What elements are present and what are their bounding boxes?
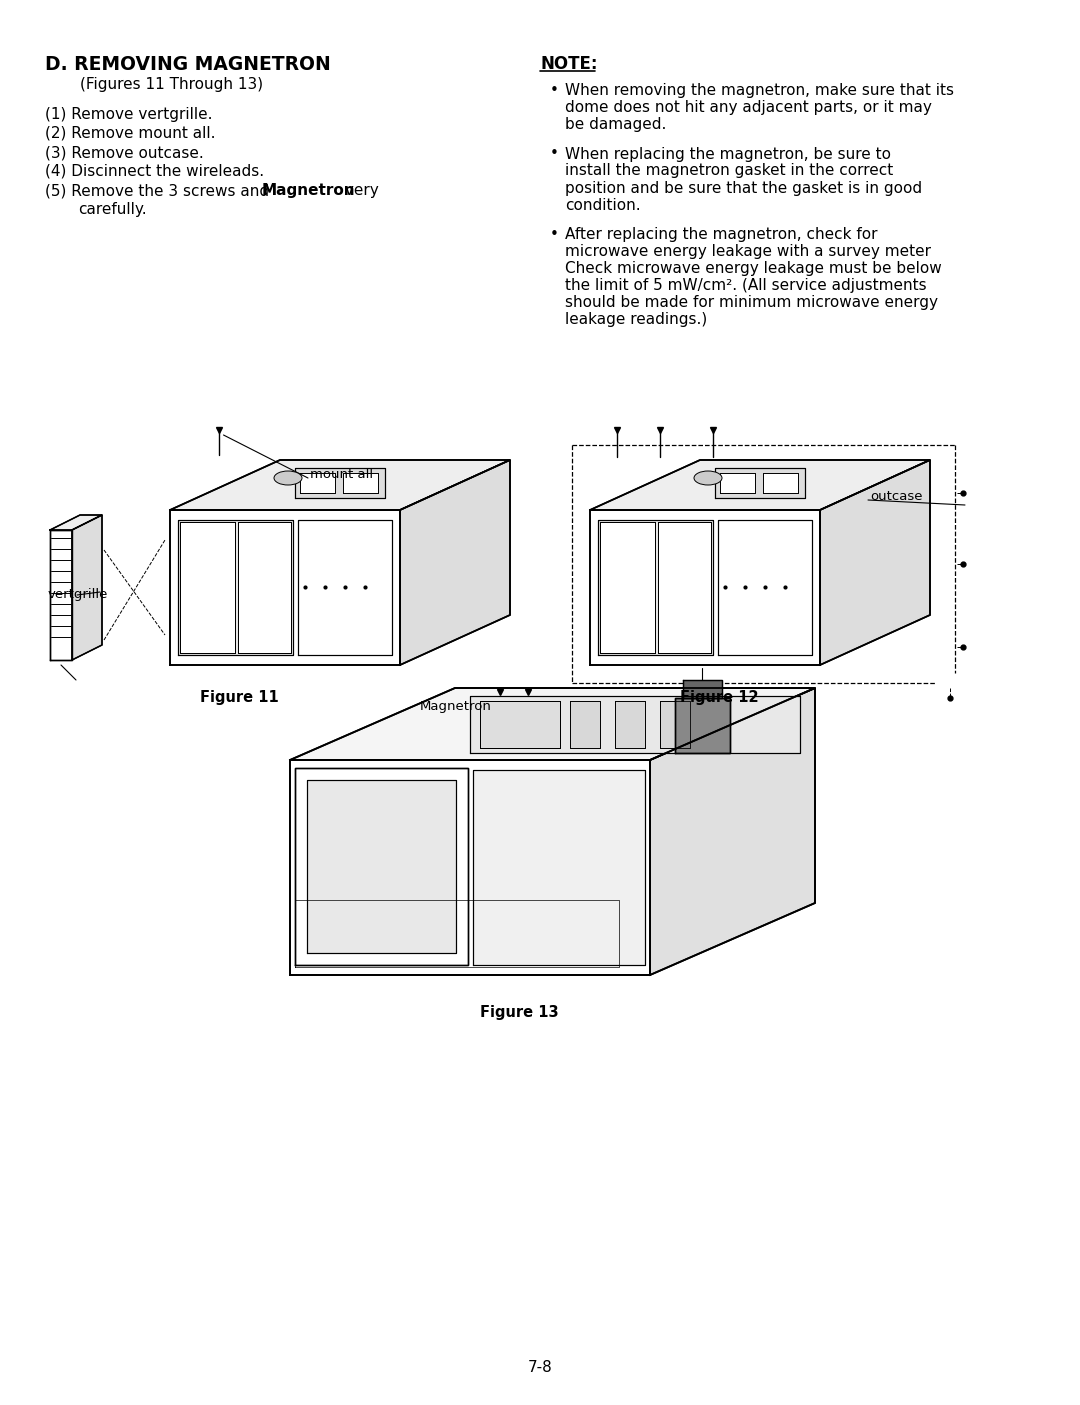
Text: (1) Remove vertgrille.: (1) Remove vertgrille. <box>45 107 213 122</box>
Polygon shape <box>298 520 392 655</box>
Text: carefully.: carefully. <box>78 202 147 216</box>
Polygon shape <box>295 899 619 967</box>
Text: (Figures 11 Through 13): (Figures 11 Through 13) <box>80 77 264 91</box>
Text: •: • <box>550 228 558 242</box>
Text: condition.: condition. <box>565 198 640 212</box>
Polygon shape <box>650 688 815 975</box>
Text: •: • <box>550 146 558 162</box>
Text: Figure 12: Figure 12 <box>680 690 758 705</box>
Text: (2) Remove mount all.: (2) Remove mount all. <box>45 126 216 140</box>
Polygon shape <box>180 523 235 653</box>
Text: mount all: mount all <box>310 468 373 481</box>
Polygon shape <box>480 701 561 747</box>
Text: Magnetron: Magnetron <box>420 700 491 712</box>
Polygon shape <box>291 760 650 975</box>
Polygon shape <box>570 701 600 747</box>
Text: NOTE:: NOTE: <box>540 55 597 73</box>
Text: Figure 13: Figure 13 <box>480 1005 558 1020</box>
Polygon shape <box>762 473 798 493</box>
Polygon shape <box>615 701 645 747</box>
Polygon shape <box>675 698 730 753</box>
Text: •: • <box>550 83 558 98</box>
Text: outcase: outcase <box>870 490 922 503</box>
Polygon shape <box>820 459 930 665</box>
Text: vertgrille: vertgrille <box>48 589 108 601</box>
Polygon shape <box>50 530 72 660</box>
Polygon shape <box>683 680 723 698</box>
Text: should be made for minimum microwave energy: should be made for minimum microwave ene… <box>565 295 939 311</box>
Polygon shape <box>598 520 713 655</box>
Text: dome does not hit any adjacent parts, or it may: dome does not hit any adjacent parts, or… <box>565 100 932 115</box>
Polygon shape <box>718 520 812 655</box>
Text: 7-8: 7-8 <box>528 1360 552 1375</box>
Text: After replacing the magnetron, check for: After replacing the magnetron, check for <box>565 228 877 242</box>
Polygon shape <box>300 473 335 493</box>
Polygon shape <box>72 516 102 660</box>
Text: Magnetron: Magnetron <box>262 183 355 198</box>
Polygon shape <box>590 510 820 665</box>
Polygon shape <box>170 510 400 665</box>
Text: (4) Discinnect the wireleads.: (4) Discinnect the wireleads. <box>45 164 265 178</box>
Polygon shape <box>470 695 800 753</box>
Polygon shape <box>660 701 690 747</box>
Text: the limit of 5 mW/cm². (All service adjustments: the limit of 5 mW/cm². (All service adju… <box>565 278 927 294</box>
Text: When removing the magnetron, make sure that its: When removing the magnetron, make sure t… <box>565 83 954 98</box>
Text: D. REMOVING MAGNETRON: D. REMOVING MAGNETRON <box>45 55 330 74</box>
Polygon shape <box>295 769 468 965</box>
Text: very: very <box>340 183 379 198</box>
Text: leakage readings.): leakage readings.) <box>565 312 707 327</box>
Polygon shape <box>178 520 293 655</box>
Text: be damaged.: be damaged. <box>565 117 666 132</box>
Polygon shape <box>170 459 510 510</box>
Text: When replacing the magnetron, be sure to: When replacing the magnetron, be sure to <box>565 146 891 162</box>
Polygon shape <box>238 523 291 653</box>
Text: microwave energy leakage with a survey meter: microwave energy leakage with a survey m… <box>565 244 931 259</box>
Text: position and be sure that the gasket is in good: position and be sure that the gasket is … <box>565 180 922 195</box>
Polygon shape <box>658 523 711 653</box>
Ellipse shape <box>694 471 723 485</box>
Text: (5) Remove the 3 screws and: (5) Remove the 3 screws and <box>45 183 274 198</box>
Polygon shape <box>590 459 930 510</box>
Polygon shape <box>343 473 378 493</box>
Polygon shape <box>720 473 755 493</box>
Text: install the magnetron gasket in the correct: install the magnetron gasket in the corr… <box>565 163 893 178</box>
Polygon shape <box>295 468 384 497</box>
Polygon shape <box>600 523 654 653</box>
Text: (3) Remove outcase.: (3) Remove outcase. <box>45 145 204 160</box>
Polygon shape <box>400 459 510 665</box>
Polygon shape <box>50 516 102 530</box>
Text: Figure 11: Figure 11 <box>200 690 279 705</box>
Polygon shape <box>291 688 815 760</box>
Ellipse shape <box>274 471 302 485</box>
Text: Check microwave energy leakage must be below: Check microwave energy leakage must be b… <box>565 261 942 275</box>
Polygon shape <box>307 780 456 953</box>
Polygon shape <box>473 770 645 965</box>
Polygon shape <box>715 468 805 497</box>
